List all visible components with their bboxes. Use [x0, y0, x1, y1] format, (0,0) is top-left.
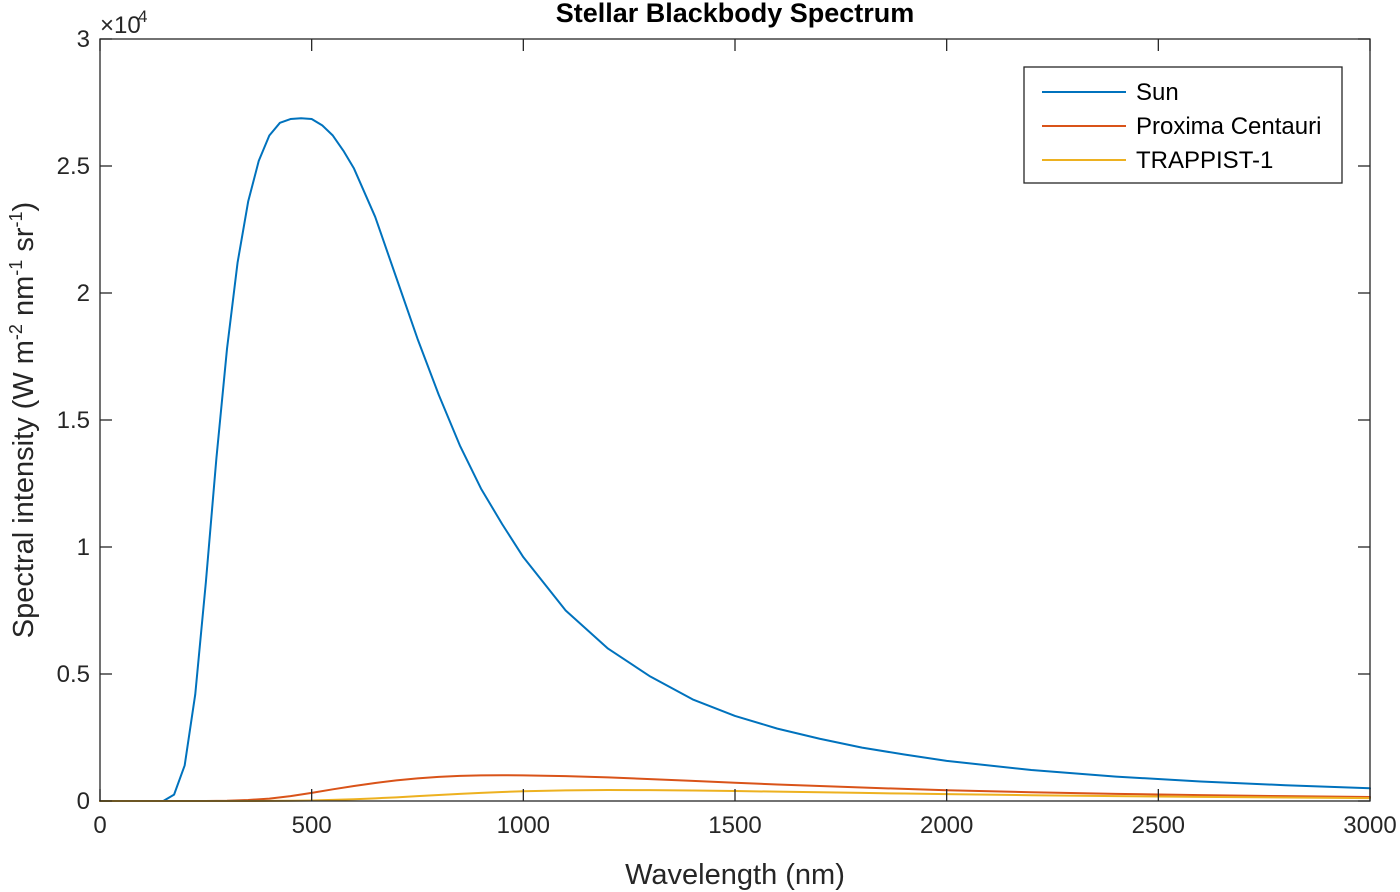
chart-title: Stellar Blackbody Spectrum — [556, 0, 915, 28]
ticks-layer: 0 500 1000 1500 2000 2500 3000 0 0.5 1 1.5 2 2.5 3 — [57, 26, 1397, 839]
legend-label: TRAPPIST-1 — [1136, 147, 1273, 174]
x-tick-label: 1500 — [708, 812, 761, 839]
y-label-sup2: -1 — [6, 260, 26, 276]
y-tick-label: 2.5 — [57, 153, 90, 180]
x-axis-label: Wavelength (nm) — [625, 859, 845, 891]
y-exponent-power: 4 — [138, 7, 147, 26]
y-tick-label: 3 — [77, 26, 90, 53]
x-tick-label: 2500 — [1132, 812, 1185, 839]
y-label-sup1: -2 — [6, 324, 26, 340]
y-exponent: ×10 4 — [100, 7, 147, 39]
x-tick-label: 0 — [93, 812, 106, 839]
y-axis-label: Spectral intensity (W m-2 nm-1 sr-1) — [6, 202, 40, 638]
x-tick-label: 2000 — [920, 812, 973, 839]
x-tick-label: 500 — [292, 812, 332, 839]
y-label-prefix: Spectral intensity (W m — [8, 340, 40, 638]
y-label-sup3: -1 — [6, 211, 26, 227]
series-line-sun — [99, 117, 1371, 802]
y-tick-label: 2 — [77, 280, 90, 307]
y-tick-label: 0.5 — [57, 661, 90, 688]
y-tick-label: 1.5 — [57, 407, 90, 434]
x-tick-label: 1000 — [497, 812, 550, 839]
y-label-mid2: sr — [8, 227, 40, 260]
y-exponent-base: ×10 — [100, 12, 141, 39]
y-tick-label: 0 — [77, 788, 90, 815]
y-label-suffix: ) — [8, 202, 40, 212]
x-tick-label: 3000 — [1343, 812, 1396, 839]
legend: Sun Proxima Centauri TRAPPIST-1 — [1023, 66, 1343, 184]
y-label-mid1: nm — [8, 276, 40, 324]
series-line-proxima-centauri — [99, 774, 1371, 802]
legend-label: Sun — [1136, 79, 1179, 106]
legend-label: Proxima Centauri — [1136, 113, 1321, 140]
y-tick-label: 1 — [77, 534, 90, 561]
legend-entries: Sun Proxima Centauri TRAPPIST-1 — [1042, 79, 1321, 174]
